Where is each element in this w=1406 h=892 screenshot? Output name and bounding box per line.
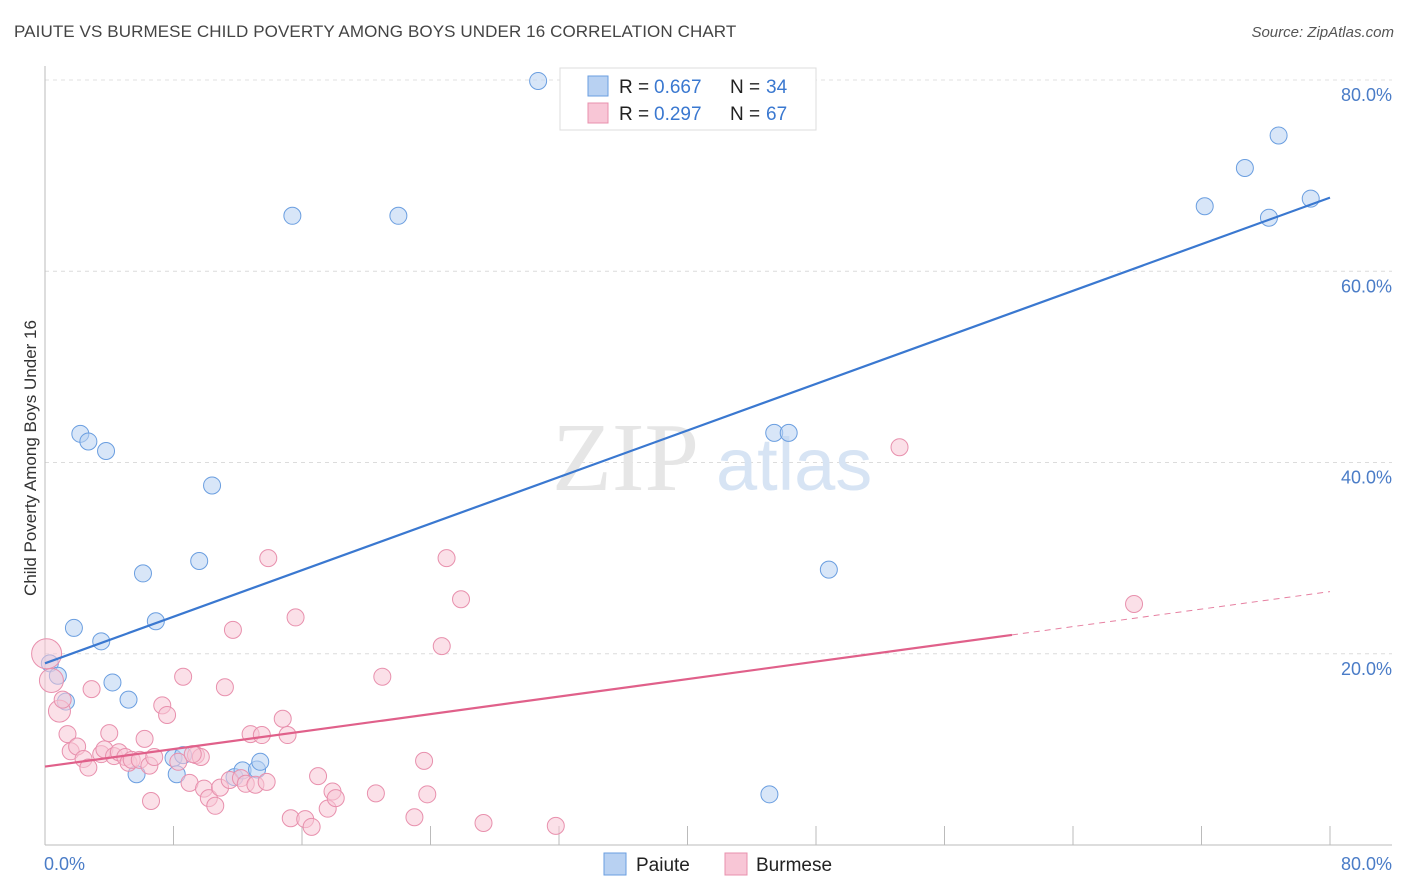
tick-labels: 20.0% 40.0% 60.0% 80.0% 0.0% 80.0% [44,85,1392,874]
burmese-point-53 [326,789,345,808]
watermark: ZIP atlas [552,404,872,512]
burmese-point-0 [31,638,63,670]
burmese-point-61 [452,590,471,609]
y-tick-label-0: 20.0% [1341,659,1392,679]
burmese-point-55 [373,667,392,686]
burmese-point-64 [890,438,909,457]
trend-lines [44,196,1331,768]
burmese-point-25 [169,752,188,771]
paiute-point-9 [119,690,138,709]
x-tick-label-0: 0.0% [44,854,85,874]
paiute-point-26 [779,423,798,442]
burmese-point-58 [418,785,437,804]
burmese-point-43 [259,549,278,568]
burmese-point-62 [474,814,493,833]
paiute-point-23 [389,206,408,225]
burmese-point-42 [257,772,276,791]
burmese-point-26 [174,667,193,686]
burmese-point-9 [82,680,101,699]
series-legend-swatch-paiute [603,852,627,876]
burmese-point-34 [215,678,234,697]
burmese-point-63 [546,816,565,835]
burmese-point-12 [100,724,119,743]
burmese-point-41 [252,726,271,745]
legend-r-label-paiute: R = [619,77,649,98]
burmese-point-4 [58,725,77,744]
paiute-trend-line [44,196,1331,665]
y-axis-label: Child Poverty Among Boys Under 16 [21,320,40,596]
paiute-point-29 [1235,158,1254,177]
series-legend: Paiute Burmese [603,852,832,876]
burmese-point-50 [309,767,328,786]
burmese-point-57 [415,751,434,770]
burmese-point-47 [286,608,305,627]
burmese-point-60 [437,549,456,568]
legend-r-value-paiute: 0.667 [654,77,702,98]
burmese-point-65 [1125,595,1144,614]
legend-n-label-paiute: N = [730,77,760,98]
paiute-point-28 [1195,197,1214,216]
y-tick-label-1: 40.0% [1341,468,1392,488]
burmese-point-8 [79,758,98,777]
paiute-point-33 [529,71,548,90]
burmese-point-44 [273,709,292,728]
axes [44,66,1392,846]
legend-r-value-burmese: 0.297 [654,104,702,125]
legend-r-label-burmese: R = [619,104,649,125]
burmese-point-3 [53,690,72,709]
burmese-point-54 [366,784,385,803]
paiute-point-3 [64,618,83,637]
burmese-point-32 [206,796,225,815]
stats-legend: R = 0.667 N = 34 R = 0.297 N = 67 [559,67,817,131]
burmese-point-1 [38,668,64,694]
chart-title: PAIUTE VS BURMESE CHILD POVERTY AMONG BO… [14,22,737,41]
paiute-point-16 [190,551,209,570]
source-note: Source: ZipAtlas.com [1251,24,1394,41]
burmese-point-36 [223,620,242,639]
burmese-point-21 [142,792,161,811]
legend-swatch-burmese [587,102,609,124]
legend-n-label-burmese: N = [730,104,760,125]
x-tick-label-1: 80.0% [1341,854,1392,874]
grid-lines [45,79,1392,655]
y-tick-label-2: 60.0% [1341,276,1392,296]
paiute-point-7 [97,442,116,461]
paiute-point-5 [79,432,98,451]
series-legend-label-paiute: Paiute [636,855,690,876]
watermark-zip: ZIP [552,404,699,512]
burmese-trend-line [44,633,1013,768]
legend-n-value-paiute: 34 [766,77,788,98]
burmese-point-24 [158,705,177,724]
burmese-point-19 [135,729,154,748]
y-tick-label-3: 80.0% [1341,85,1392,105]
paiute-point-22 [283,206,302,225]
paiute-point-17 [203,476,222,495]
paiute-point-11 [133,564,152,583]
burmese-point-49 [302,817,321,836]
paiute-point-8 [103,673,122,692]
paiute-point-31 [1269,126,1288,145]
paiute-point-27 [819,560,838,579]
legend-swatch-paiute [587,75,609,97]
burmese-point-56 [405,808,424,827]
series-legend-swatch-burmese [724,852,748,876]
paiute-point-21 [251,752,270,771]
burmese-trend-extension [1011,591,1331,636]
legend-n-value-burmese: 67 [766,104,787,125]
series-legend-label-burmese: Burmese [756,855,832,876]
paiute-point-24 [760,785,779,804]
burmese-point-59 [432,637,451,656]
